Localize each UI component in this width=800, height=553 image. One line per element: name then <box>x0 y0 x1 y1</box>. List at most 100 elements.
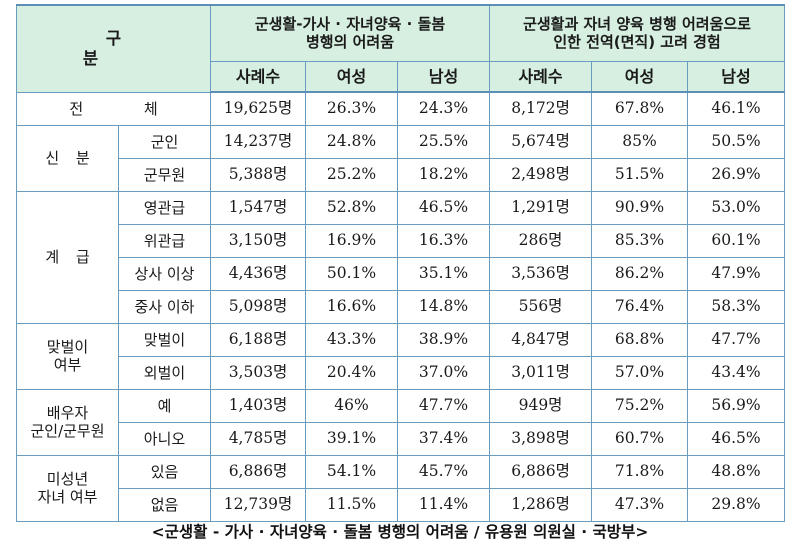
cell-female: 51.5% <box>591 157 689 192</box>
cell-cases: 3,536명 <box>489 256 593 291</box>
cell-female: 60.7% <box>591 421 689 456</box>
header-col-female-1: 여성 <box>305 60 399 93</box>
row-sub-label: 위관급 <box>117 223 212 258</box>
cell-male: 45.7% <box>397 454 491 489</box>
table-row-total: 전 체 19,625명 26.3% 24.3% 8,172명 67.8% 46.… <box>15 91 786 126</box>
cell-male: 18.2% <box>397 157 491 192</box>
table-caption: <군생활 - 가사 · 자녀양육 · 돌봄 병행의 어려움 / 유용원 의원실 … <box>151 523 649 541</box>
cell-female: 90.9% <box>591 190 689 225</box>
row-sub-label: 있음 <box>117 454 212 489</box>
cell-male: 47.7% <box>397 388 491 423</box>
cell-female: 86.2% <box>591 256 689 291</box>
table-row: 없음 12,739명 11.5% 11.4% 1,286명 47.3% 29.8% <box>17 487 786 522</box>
row-sub-label: 군무원 <box>117 157 212 192</box>
total-label-text: 전 체 <box>69 99 186 118</box>
cell-cases: 6,886명 <box>489 454 593 489</box>
cell-male: 53.0% <box>687 190 786 225</box>
cell-male: 37.4% <box>397 421 491 456</box>
cell-female: 47.3% <box>591 487 689 522</box>
cell-cases: 1,286명 <box>489 487 593 522</box>
header-col-cases-1: 사례수 <box>210 60 307 93</box>
header-gubun: 구 분 <box>15 4 212 93</box>
cell-female: 39.1% <box>305 421 399 456</box>
cell-female: 24.8% <box>305 124 399 159</box>
cell-cases: 5,388명 <box>210 157 307 192</box>
cell-male: 46.5% <box>687 421 786 456</box>
table-row: 외벌이 3,503명 20.4% 37.0% 3,011명 57.0% 43.4% <box>17 355 786 390</box>
cell-male: 48.8% <box>687 454 786 489</box>
cell-female: 11.5% <box>305 487 399 522</box>
cell-male: 16.3% <box>397 223 491 258</box>
cell-cases: 1,291명 <box>489 190 593 225</box>
header-col-female-2: 여성 <box>591 60 689 93</box>
header-col-cases-2: 사례수 <box>489 60 593 93</box>
header-group-discharge: 군생활과 자녀 양육 병행 어려움으로 인한 전역(면직) 고려 경험 <box>489 4 786 62</box>
row-sub-label: 외벌이 <box>117 355 212 390</box>
cell-female: 85% <box>591 124 689 159</box>
cell-cases: 1,547명 <box>210 190 307 225</box>
cell-cases: 14,237명 <box>210 124 307 159</box>
cell-male: 25.5% <box>397 124 491 159</box>
cell-female: 85.3% <box>591 223 689 258</box>
cell-value: 24.3% <box>397 91 491 126</box>
row-sub-label: 영관급 <box>117 190 212 225</box>
cell-cases: 4,785명 <box>210 421 307 456</box>
cell-male: 14.8% <box>397 289 491 324</box>
cell-female: 71.8% <box>591 454 689 489</box>
table-row: 배우자 군인/군무원 예 1,403명 46% 47.7% 949명 75.2% 56.9% <box>16 388 786 456</box>
cell-cases: 4,847명 <box>489 322 593 357</box>
cell-cases: 949명 <box>489 388 593 423</box>
header-col-male-2: 남성 <box>687 60 786 93</box>
cell-value: 19,625명 <box>210 91 307 126</box>
cell-cases: 3,898명 <box>489 421 593 456</box>
cell-cases: 12,739명 <box>210 487 307 522</box>
header-col-male-1: 남성 <box>397 60 491 93</box>
cell-female: 76.4% <box>591 289 689 324</box>
table-row: 계 급 영관급 1,547명 52.8% 46.5% 1,291명 90.9% 53.0% <box>16 190 786 324</box>
header-row-columns: 사례수 여성 남성 사례수 여성 남성 <box>17 60 786 93</box>
cell-male: 46.5% <box>397 190 491 225</box>
row-sub-label: 상사 이상 <box>117 256 212 291</box>
cell-female: 54.1% <box>305 454 399 489</box>
table-row: 아니오 4,785명 39.1% 37.4% 3,898명 60.7% 46.5% <box>17 421 786 456</box>
group-label: 신 분 <box>16 124 119 192</box>
cell-value: 67.8% <box>591 91 689 126</box>
cell-cases: 1,403명 <box>210 388 307 423</box>
cell-female: 20.4% <box>305 355 399 390</box>
cell-female: 16.6% <box>305 289 399 324</box>
cell-cases: 6,188명 <box>210 322 307 357</box>
cell-male: 29.8% <box>687 487 786 522</box>
cell-cases: 2,498명 <box>489 157 593 192</box>
group-label: 미성년 자녀 여부 <box>16 454 119 522</box>
data-table-wrapper: 구 분 군생활-가사 · 자녀양육 · 돌봄 병행의 어려움 군생활과 자녀 양… <box>15 4 786 522</box>
row-sub-label: 군인 <box>117 124 212 159</box>
cell-value: 26.3% <box>305 91 399 126</box>
cell-male: 47.7% <box>687 322 786 357</box>
cell-female: 68.8% <box>591 322 689 357</box>
row-sub-label: 없음 <box>117 487 212 522</box>
cell-female: 43.3% <box>305 322 399 357</box>
table-row: 맞벌이 여부 맞벌이 6,188명 43.3% 38.9% 4,847명 68.8% 47.7… <box>16 322 786 390</box>
table-row: 상사 이상 4,436명 50.1% 35.1% 3,536명 86.2% 47.9% <box>17 256 786 291</box>
group-label: 배우자 군인/군무원 <box>16 388 119 456</box>
cell-value: 46.1% <box>687 91 786 126</box>
cell-cases: 286명 <box>489 223 593 258</box>
cell-female: 75.2% <box>591 388 689 423</box>
cell-male: 60.1% <box>687 223 786 258</box>
cell-female: 50.1% <box>305 256 399 291</box>
cell-male: 38.9% <box>397 322 491 357</box>
header-row-top: 구 분 군생활-가사 · 자녀양육 · 돌봄 병행의 어려움 군생활과 자녀 양… <box>15 4 786 93</box>
data-table: 구 분 군생활-가사 · 자녀양육 · 돌봄 병행의 어려움 군생활과 자녀 양… <box>15 4 786 522</box>
header-gubun-text: 구 분 <box>82 28 168 68</box>
cell-cases: 6,886명 <box>210 454 307 489</box>
cell-cases: 3,503명 <box>210 355 307 390</box>
table-row: 중사 이하 5,098명 16.6% 14.8% 556명 76.4% 58.3% <box>17 289 786 324</box>
cell-female: 52.8% <box>305 190 399 225</box>
cell-female: 25.2% <box>305 157 399 192</box>
table-row: 군무원 5,388명 25.2% 18.2% 2,498명 51.5% 26.9% <box>17 157 786 192</box>
group-label: 계 급 <box>16 190 119 324</box>
table-row: 신 분 군인 14,237명 24.8% 25.5% 5,674명 85% 50.5% <box>16 124 786 192</box>
table-row: 미성년 자녀 여부 있음 6,886명 54.1% 45.7% 6,886명 71.8% 48… <box>16 454 786 522</box>
total-label: 전 체 <box>15 91 212 126</box>
cell-male: 37.0% <box>397 355 491 390</box>
